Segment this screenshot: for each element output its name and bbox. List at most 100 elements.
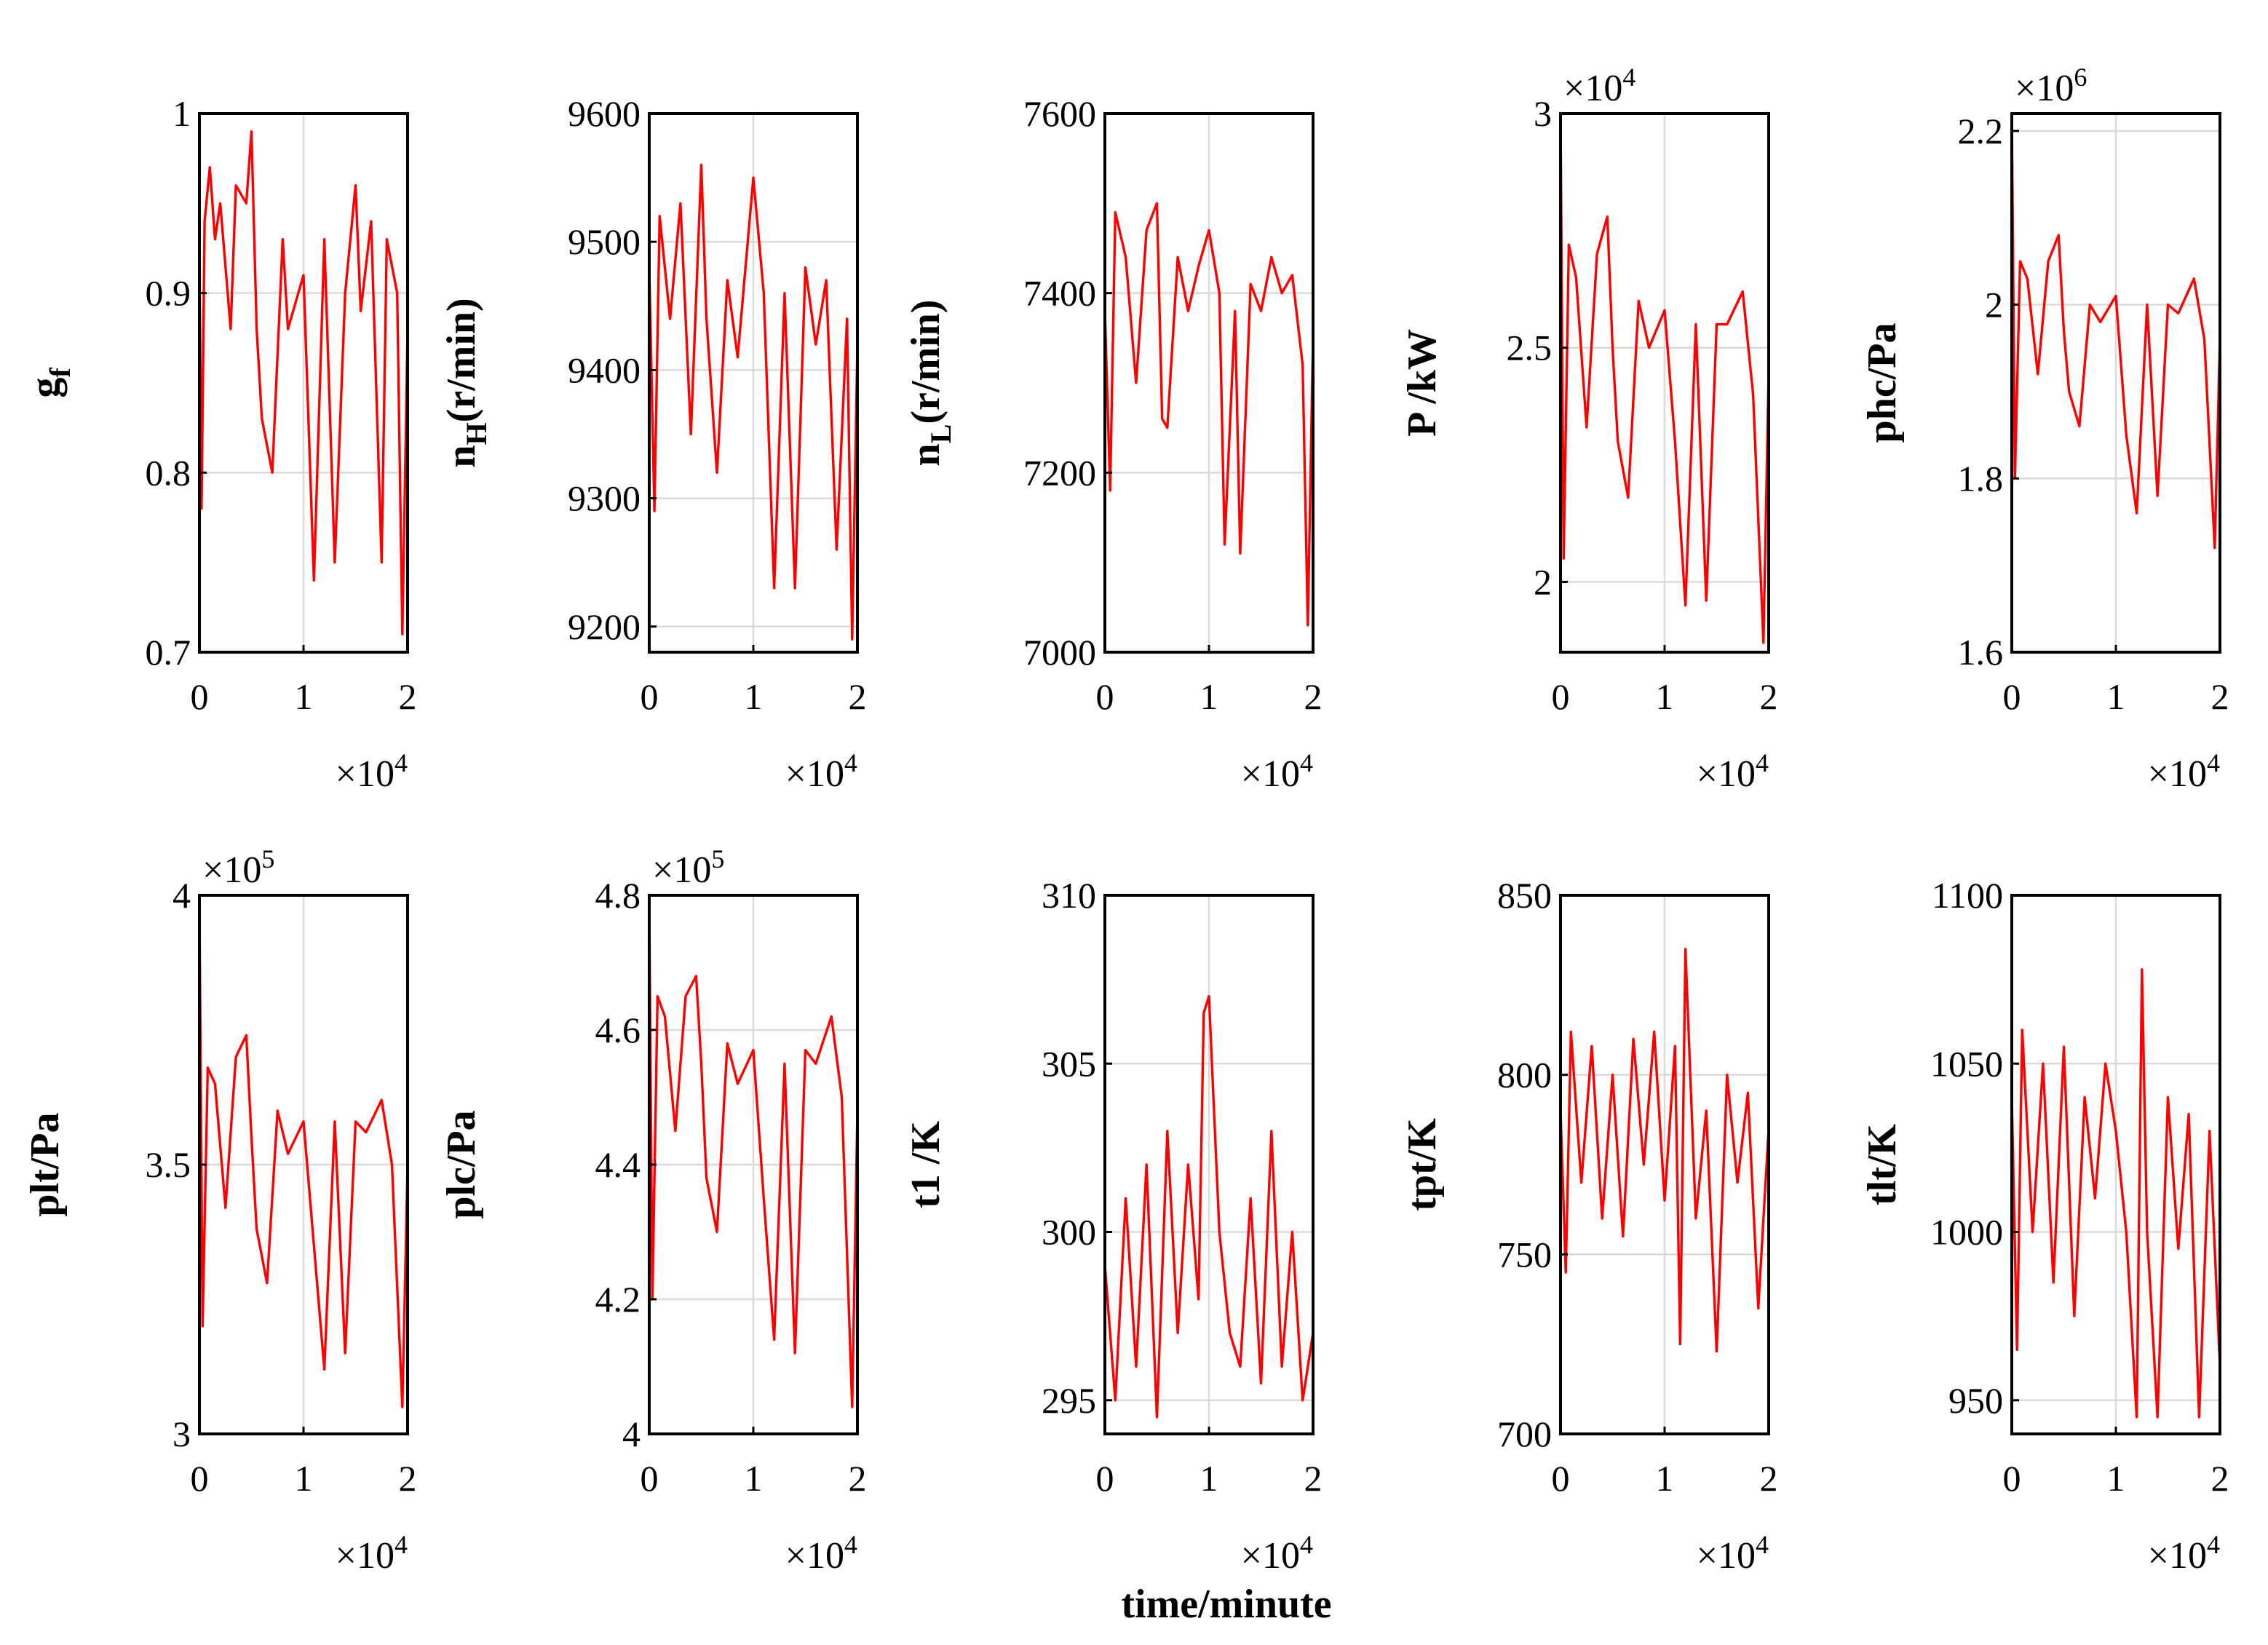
y-tick-label: 4.8 bbox=[595, 875, 641, 916]
y-tick-label: 3.5 bbox=[146, 1144, 191, 1185]
x-tick-label: 2 bbox=[1304, 676, 1323, 717]
y-tick-label: 4.6 bbox=[595, 1010, 641, 1050]
x-tick-label: 0 bbox=[191, 1458, 209, 1499]
y-tick-label: 305 bbox=[1042, 1043, 1096, 1084]
subplot-plc: 0 1 2 4 4.2 4.4 4.6 4.8 ×104 ×105 plc/Pa bbox=[439, 844, 867, 1577]
y-axis-label: plc/Pa bbox=[439, 1110, 484, 1218]
x-multiplier-label: ×104 bbox=[2148, 748, 2220, 795]
y-tick-label: 295 bbox=[1042, 1380, 1096, 1421]
y-tick-label: 3 bbox=[1534, 93, 1552, 134]
data-line-tpt bbox=[1559, 948, 1770, 1353]
y-tick-label: 1 bbox=[173, 93, 191, 134]
y-tick-label: 9200 bbox=[568, 606, 641, 647]
y-tick-label: 9400 bbox=[568, 349, 641, 390]
y-tick-label: 2 bbox=[1985, 285, 2003, 325]
y-tick-label: 2.2 bbox=[1958, 111, 2004, 151]
y-tick-label: 800 bbox=[1497, 1055, 1552, 1095]
y-axis-label: P /kW bbox=[1400, 329, 1445, 437]
y-multiplier-label: ×105 bbox=[202, 844, 274, 891]
x-multiplier-label: ×104 bbox=[336, 748, 408, 795]
y-tick-label: 1.6 bbox=[1958, 632, 2004, 673]
x-tick-label: 1 bbox=[1656, 676, 1674, 717]
y-axis-label: phc/Pa bbox=[1860, 323, 1905, 443]
y-tick-label: 4 bbox=[173, 875, 191, 916]
y-tick-label: 7200 bbox=[1023, 452, 1096, 493]
x-tick-label: 1 bbox=[1656, 1458, 1674, 1499]
x-tick-label: 1 bbox=[745, 676, 763, 717]
y-tick-label: 750 bbox=[1497, 1234, 1552, 1275]
x-tick-label: 0 bbox=[2003, 1458, 2021, 1499]
x-multiplier-label: ×104 bbox=[1241, 748, 1313, 795]
x-multiplier-label: ×104 bbox=[785, 748, 857, 795]
x-tick-label: 1 bbox=[295, 676, 313, 717]
subplot-P: 0 1 2 2 2.5 3 ×104 ×104 P /kW bbox=[1400, 63, 1778, 795]
x-tick-label: 0 bbox=[641, 676, 659, 717]
data-line-gf bbox=[198, 130, 409, 635]
x-tick-label: 0 bbox=[1096, 1458, 1114, 1499]
x-tick-label: 1 bbox=[1200, 676, 1218, 717]
y-tick-label: 0.9 bbox=[146, 273, 191, 314]
x-multiplier-label: ×104 bbox=[1241, 1530, 1313, 1577]
y-tick-label: 7600 bbox=[1023, 93, 1096, 134]
data-line-plc bbox=[648, 908, 859, 1408]
x-tick-label: 2 bbox=[1760, 1458, 1778, 1499]
x-tick-label: 2 bbox=[849, 676, 867, 717]
x-tick-label: 2 bbox=[849, 1458, 867, 1499]
y-tick-label: 4.2 bbox=[595, 1279, 641, 1320]
x-tick-label: 2 bbox=[399, 676, 417, 717]
y-tick-label: 2 bbox=[1534, 561, 1552, 602]
y-axis-label: tlt/K bbox=[1860, 1124, 1905, 1205]
y-axis-label: nH(r/min) bbox=[439, 298, 493, 467]
x-tick-label: 2 bbox=[399, 1458, 417, 1499]
x-tick-label: 0 bbox=[2003, 676, 2021, 717]
y-tick-label: 0.7 bbox=[146, 632, 191, 673]
data-line-plt bbox=[198, 905, 409, 1408]
y-tick-label: 9500 bbox=[568, 221, 641, 262]
y-tick-label: 4.4 bbox=[595, 1144, 641, 1185]
x-tick-label: 0 bbox=[641, 1458, 659, 1499]
x-tick-label: 2 bbox=[1760, 676, 1778, 717]
x-multiplier-label: ×104 bbox=[2148, 1530, 2220, 1577]
x-tick-label: 1 bbox=[295, 1458, 313, 1499]
y-tick-label: 300 bbox=[1042, 1212, 1096, 1253]
y-multiplier-label: ×106 bbox=[2015, 63, 2087, 109]
x-tick-label: 1 bbox=[745, 1458, 763, 1499]
subplot-tpt: 0 1 2 700 750 800 850 ×104 tpt/K bbox=[1400, 875, 1778, 1577]
subplot-grid: 0 1 2 0.7 0.8 0.9 1 ×104 gf 0 1 2 9200 9300 9400 9500 96… bbox=[23, 63, 2229, 1577]
y-tick-label: 310 bbox=[1042, 875, 1096, 916]
y-tick-label: 9300 bbox=[568, 478, 641, 519]
y-tick-label: 2.5 bbox=[1507, 328, 1553, 368]
x-tick-label: 1 bbox=[2107, 1458, 2125, 1499]
y-tick-label: 9600 bbox=[568, 93, 641, 134]
data-line-tlt bbox=[2010, 968, 2221, 1419]
figure-x-label: time/minute bbox=[1121, 1582, 1331, 1627]
data-line-t1 bbox=[1103, 995, 1315, 1419]
y-multiplier-label: ×104 bbox=[1563, 63, 1635, 109]
subplot-tlt: 0 1 2 950 1000 1050 1100 ×104 tlt/K bbox=[1860, 875, 2229, 1577]
y-tick-label: 4 bbox=[622, 1414, 641, 1454]
y-axis-label: nL(r/min) bbox=[903, 300, 957, 467]
x-tick-label: 2 bbox=[2211, 1458, 2229, 1499]
y-axis-label: tpt/K bbox=[1400, 1118, 1445, 1211]
x-tick-label: 0 bbox=[1552, 676, 1570, 717]
y-tick-label: 7400 bbox=[1023, 273, 1096, 314]
y-axis-label: plt/Pa bbox=[23, 1112, 68, 1216]
subplot-t1: 0 1 2 295 300 305 310 ×104 t1 /K bbox=[903, 875, 1323, 1577]
y-tick-label: 700 bbox=[1497, 1414, 1552, 1454]
x-multiplier-label: ×104 bbox=[1697, 1530, 1769, 1577]
y-tick-label: 7000 bbox=[1023, 632, 1096, 673]
y-tick-label: 1.8 bbox=[1958, 458, 2004, 499]
y-tick-label: 0.8 bbox=[146, 452, 191, 493]
subplot-nH: 0 1 2 9200 9300 9400 9500 9600 ×104 nH(r/min) bbox=[439, 93, 867, 795]
data-line-phc bbox=[2010, 113, 2221, 550]
data-line-P bbox=[1559, 113, 1770, 644]
x-multiplier-label: ×104 bbox=[785, 1530, 857, 1577]
y-tick-label: 3 bbox=[173, 1414, 191, 1454]
y-tick-label: 1050 bbox=[1930, 1043, 2003, 1084]
y-multiplier-label: ×105 bbox=[652, 844, 724, 891]
y-axis-label: gf bbox=[23, 368, 76, 398]
x-tick-label: 2 bbox=[2211, 676, 2229, 717]
x-tick-label: 1 bbox=[1200, 1458, 1218, 1499]
